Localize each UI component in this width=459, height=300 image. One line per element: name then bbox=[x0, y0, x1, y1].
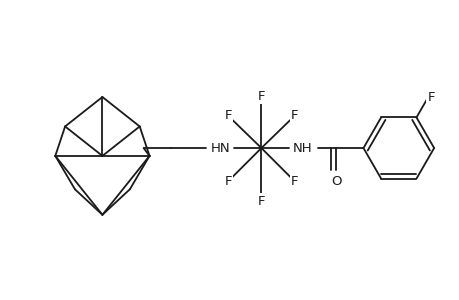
Text: F: F bbox=[291, 175, 298, 188]
Text: HN: HN bbox=[210, 142, 230, 154]
Text: F: F bbox=[224, 175, 231, 188]
Text: F: F bbox=[224, 109, 231, 122]
Text: F: F bbox=[257, 194, 264, 208]
Text: O: O bbox=[330, 175, 341, 188]
Text: F: F bbox=[257, 89, 264, 103]
Text: NH: NH bbox=[292, 142, 312, 154]
Text: F: F bbox=[291, 109, 298, 122]
Text: F: F bbox=[426, 91, 434, 104]
